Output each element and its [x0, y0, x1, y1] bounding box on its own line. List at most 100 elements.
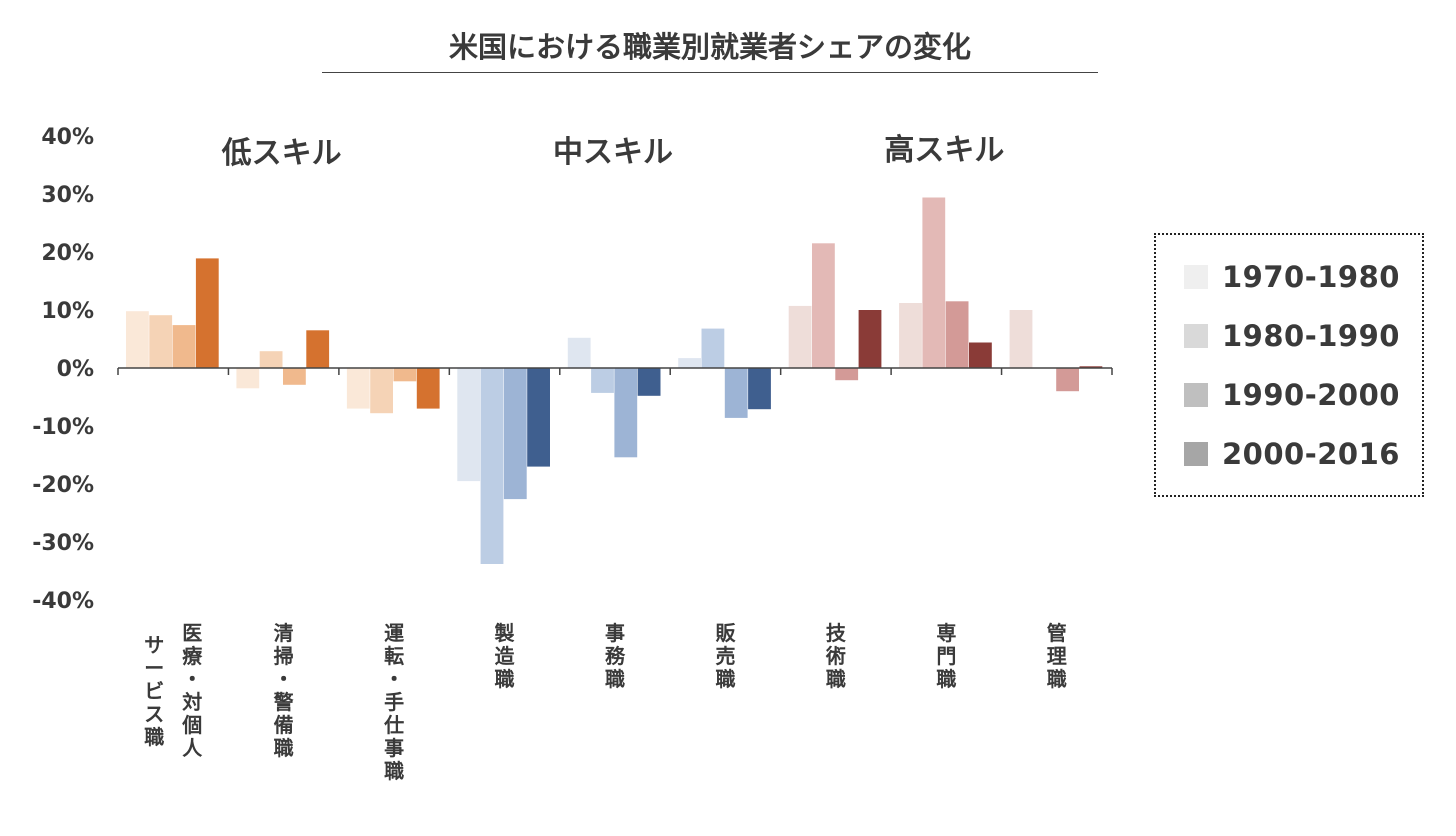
legend-label: 1970-1980: [1222, 260, 1400, 294]
category-label-char: 職: [936, 667, 956, 691]
category-label-char: 運: [384, 621, 404, 645]
bar: [748, 368, 771, 410]
category-label-char: 技: [826, 621, 847, 645]
bar: [812, 243, 835, 368]
legend-item: 1990-2000: [1184, 375, 1400, 415]
bar: [591, 368, 614, 393]
category-label-char: 販: [715, 621, 736, 645]
category-label-char: 転: [384, 644, 404, 668]
category-label-char: 職: [144, 725, 164, 749]
category-label-char: 医: [182, 621, 202, 645]
bar: [567, 337, 591, 368]
bar: [346, 368, 370, 409]
category-label-char: 職: [384, 759, 404, 783]
legend-item: 1980-1990: [1184, 316, 1400, 356]
bar: [393, 368, 417, 382]
group-label: 高スキル: [884, 133, 1004, 168]
category-label-char: 門: [936, 644, 956, 668]
bar: [835, 368, 859, 381]
category-label-char: 備: [274, 713, 294, 737]
bar: [1056, 368, 1079, 392]
y-tick-label: -10%: [32, 415, 94, 440]
category-label-char: 管: [1047, 621, 1067, 645]
category-label-char: ・: [274, 667, 294, 691]
group-label: 中スキル: [553, 135, 673, 170]
category-label-char: 警: [274, 690, 294, 714]
category-label-char: 事: [384, 736, 404, 760]
y-tick-label: 40%: [41, 125, 94, 150]
category-label-char: ・: [182, 667, 202, 691]
bar: [969, 342, 992, 368]
y-tick-label: 30%: [41, 183, 94, 208]
category-label-char: ・: [384, 667, 404, 691]
category-label-char: ビ: [144, 679, 164, 703]
category-label-char: 売: [715, 644, 735, 668]
category-label-char: 仕: [383, 713, 404, 737]
bar: [1009, 310, 1033, 368]
category-label-char: 術: [825, 644, 846, 668]
category-label-char: 製: [495, 621, 515, 645]
bar: [637, 368, 661, 396]
bar-chart: 40% 30% 20% 10% 0% -10% -20% -30% -40% 低スキル 中スキル 高ス…: [32, 125, 1113, 783]
group-label: 低スキル: [221, 136, 342, 171]
bar: [701, 328, 725, 368]
bar: [236, 368, 260, 389]
chart-title: 米国における職業別就業者シェアの変化: [448, 30, 971, 64]
bar: [922, 197, 946, 368]
category-label-char: 造: [495, 644, 516, 668]
bar: [480, 368, 504, 564]
category-label-char: 職: [1047, 667, 1067, 691]
category-label-char: 事: [605, 621, 625, 645]
legend-swatch: [1184, 383, 1208, 407]
category-label-char: 職: [495, 667, 515, 691]
y-tick-label: -30%: [32, 531, 94, 556]
bar: [126, 311, 149, 368]
bar: [283, 368, 306, 385]
category-label-char: 職: [605, 667, 625, 691]
category-label-char: ー: [144, 656, 164, 680]
bar: [149, 315, 173, 368]
category-label-char: 職: [826, 667, 846, 691]
y-tick-label: 10%: [41, 299, 94, 324]
title-underline: [322, 72, 1098, 73]
category-label-char: 対: [181, 690, 202, 714]
bar: [527, 368, 550, 467]
bar: [945, 301, 969, 368]
bar: [457, 368, 481, 482]
bar: [1079, 366, 1103, 368]
category-label-char: 療: [182, 644, 202, 668]
category-label-char: 清: [274, 621, 294, 645]
y-tick-label: -20%: [32, 473, 94, 498]
category-label-char: ス: [144, 702, 164, 726]
bar: [788, 305, 812, 368]
category-label-char: 人: [182, 736, 203, 760]
category-label-char: 専: [936, 621, 956, 645]
legend-label: 2000-2016: [1222, 437, 1400, 471]
category-label-char: サ: [144, 633, 164, 657]
bar: [724, 368, 748, 418]
bar: [678, 358, 701, 368]
bar: [195, 258, 219, 368]
legend-label: 1980-1990: [1222, 319, 1400, 353]
bar: [172, 325, 196, 368]
bar: [370, 368, 393, 414]
category-label-char: 職: [274, 736, 294, 760]
legend-swatch: [1184, 442, 1208, 466]
legend: 1970-1980 1980-1990 1990-2000 2000-2016: [1154, 233, 1424, 497]
y-tick-label: -40%: [32, 589, 94, 614]
category-label-char: 理: [1047, 644, 1067, 668]
bar: [858, 310, 882, 368]
bar: [614, 368, 638, 458]
category-label-char: 掃: [274, 644, 294, 668]
bar: [899, 303, 922, 368]
bar: [416, 368, 440, 409]
y-tick-label: 20%: [41, 241, 94, 266]
y-tick-label: 0%: [57, 357, 94, 382]
legend-swatch: [1184, 265, 1208, 289]
legend-label: 1990-2000: [1222, 378, 1400, 412]
bar: [306, 330, 330, 368]
legend-swatch: [1184, 324, 1208, 348]
legend-item: 1970-1980: [1184, 257, 1400, 297]
category-label-char: 個: [181, 713, 202, 737]
category-label-char: 職: [715, 667, 735, 691]
